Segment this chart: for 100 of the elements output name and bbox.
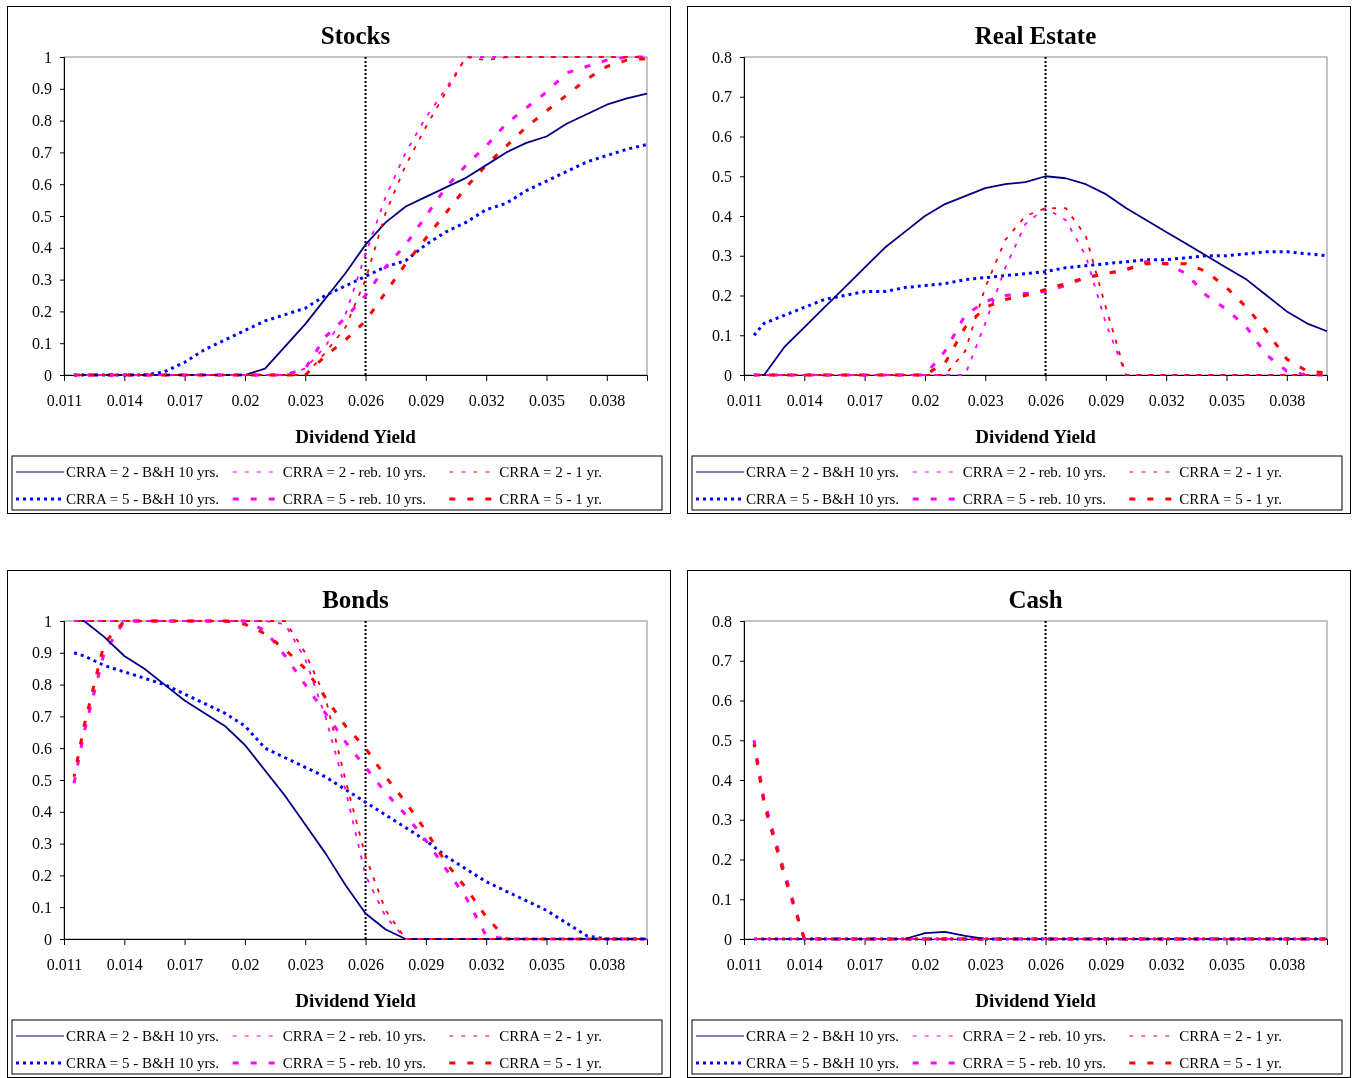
y-tick-label: 0.1 bbox=[32, 334, 52, 352]
x-tick-label: 0.032 bbox=[1148, 392, 1185, 410]
legend-label: CRRA = 2 - B&H 10 yrs. bbox=[746, 1028, 900, 1044]
chart-title: Bonds bbox=[322, 586, 390, 613]
y-tick-label: 1 bbox=[44, 48, 52, 66]
chart-title: Stocks bbox=[320, 22, 391, 49]
y-tick-label: 0.3 bbox=[712, 247, 732, 265]
y-tick-label: 0.8 bbox=[32, 112, 52, 130]
y-tick-label: 0.4 bbox=[32, 803, 52, 821]
legend-label: CRRA = 5 - B&H 10 yrs. bbox=[746, 491, 900, 507]
x-tick-label: 0.02 bbox=[231, 956, 260, 974]
y-tick-label: 0 bbox=[724, 930, 732, 948]
x-axis-title: Dividend Yield bbox=[975, 426, 1097, 447]
legend-label: CRRA = 5 - 1 yr. bbox=[1179, 491, 1282, 507]
y-tick-label: 0.7 bbox=[712, 88, 732, 106]
chart-title: Real Estate bbox=[974, 22, 1097, 49]
x-tick-label: 0.011 bbox=[46, 956, 83, 974]
legend-label: CRRA = 5 - reb. 10 yrs. bbox=[962, 1055, 1107, 1071]
x-tick-label: 0.038 bbox=[589, 392, 626, 410]
y-tick-label: 0.5 bbox=[712, 731, 732, 749]
legend-label: CRRA = 5 - reb. 10 yrs. bbox=[282, 491, 427, 507]
y-tick-label: 0.3 bbox=[32, 271, 52, 289]
y-tick-label: 0.7 bbox=[32, 144, 52, 162]
x-tick-label: 0.026 bbox=[348, 392, 385, 410]
legend-label: CRRA = 2 - 1 yr. bbox=[499, 1028, 602, 1044]
x-tick-label: 0.029 bbox=[408, 956, 445, 974]
x-tick-label: 0.026 bbox=[348, 956, 385, 974]
x-tick-label: 0.035 bbox=[528, 956, 565, 974]
legend-label: CRRA = 5 - reb. 10 yrs. bbox=[962, 491, 1107, 507]
x-tick-label: 0.011 bbox=[726, 392, 763, 410]
x-tick-label: 0.038 bbox=[1269, 392, 1306, 410]
x-tick-label: 0.014 bbox=[786, 392, 823, 410]
x-tick-label: 0.038 bbox=[589, 956, 626, 974]
legend-label: CRRA = 2 - B&H 10 yrs. bbox=[66, 464, 220, 480]
y-tick-label: 0.6 bbox=[712, 128, 732, 146]
x-tick-label: 0.035 bbox=[1208, 392, 1245, 410]
y-tick-label: 0.3 bbox=[32, 835, 52, 853]
chart-title: Cash bbox=[1008, 586, 1063, 613]
legend-label: CRRA = 2 - reb. 10 yrs. bbox=[962, 464, 1107, 480]
y-tick-label: 0.6 bbox=[32, 175, 52, 193]
y-tick-label: 0.9 bbox=[32, 644, 52, 662]
x-axis-title: Dividend Yield bbox=[295, 426, 417, 447]
legend-label: CRRA = 2 - reb. 10 yrs. bbox=[282, 464, 427, 480]
y-tick-label: 0.5 bbox=[32, 771, 52, 789]
x-tick-label: 0.029 bbox=[1088, 956, 1125, 974]
y-tick-label: 0.1 bbox=[712, 890, 732, 908]
legend-label: CRRA = 5 - B&H 10 yrs. bbox=[746, 1055, 900, 1071]
y-tick-label: 0.9 bbox=[32, 80, 52, 98]
x-tick-label: 0.011 bbox=[726, 956, 763, 974]
x-tick-label: 0.02 bbox=[911, 956, 940, 974]
y-tick-label: 0.3 bbox=[712, 811, 732, 829]
x-tick-label: 0.029 bbox=[1088, 392, 1125, 410]
y-tick-label: 1 bbox=[44, 612, 52, 630]
legend-label: CRRA = 2 - reb. 10 yrs. bbox=[962, 1028, 1107, 1044]
y-tick-label: 0.8 bbox=[712, 48, 732, 66]
y-tick-label: 0.1 bbox=[712, 326, 732, 344]
y-tick-label: 0.2 bbox=[32, 303, 52, 321]
x-tick-label: 0.023 bbox=[287, 392, 324, 410]
legend-label: CRRA = 5 - B&H 10 yrs. bbox=[66, 491, 220, 507]
x-axis-title: Dividend Yield bbox=[295, 990, 417, 1011]
x-tick-label: 0.023 bbox=[967, 392, 1004, 410]
x-tick-label: 0.023 bbox=[287, 956, 324, 974]
x-tick-label: 0.014 bbox=[106, 956, 143, 974]
y-tick-label: 0.5 bbox=[32, 207, 52, 225]
x-tick-label: 0.014 bbox=[786, 956, 823, 974]
x-tick-label: 0.017 bbox=[847, 392, 884, 410]
legend-label: CRRA = 5 - B&H 10 yrs. bbox=[66, 1055, 220, 1071]
y-tick-label: 0.7 bbox=[712, 652, 732, 670]
legend-label: CRRA = 5 - reb. 10 yrs. bbox=[282, 1055, 427, 1071]
x-tick-label: 0.014 bbox=[106, 392, 143, 410]
y-tick-label: 0.4 bbox=[712, 207, 732, 225]
y-tick-label: 0.6 bbox=[32, 739, 52, 757]
y-tick-label: 0.4 bbox=[32, 239, 52, 257]
x-tick-label: 0.017 bbox=[847, 956, 884, 974]
legend-label: CRRA = 2 - 1 yr. bbox=[1179, 464, 1282, 480]
y-tick-label: 0.4 bbox=[712, 771, 732, 789]
y-tick-label: 0.8 bbox=[712, 612, 732, 630]
legend-label: CRRA = 2 - 1 yr. bbox=[1179, 1028, 1282, 1044]
y-tick-label: 0.7 bbox=[32, 708, 52, 726]
y-tick-label: 0.8 bbox=[32, 676, 52, 694]
x-tick-label: 0.017 bbox=[167, 956, 204, 974]
x-tick-label: 0.02 bbox=[231, 392, 260, 410]
y-tick-label: 0.5 bbox=[712, 167, 732, 185]
x-tick-label: 0.032 bbox=[468, 392, 505, 410]
legend-label: CRRA = 5 - 1 yr. bbox=[499, 491, 602, 507]
legend-label: CRRA = 2 - B&H 10 yrs. bbox=[746, 464, 900, 480]
legend-label: CRRA = 2 - B&H 10 yrs. bbox=[66, 1028, 220, 1044]
legend-label: CRRA = 5 - 1 yr. bbox=[499, 1055, 602, 1071]
y-tick-label: 0.2 bbox=[32, 867, 52, 885]
y-tick-label: 0.6 bbox=[712, 692, 732, 710]
x-tick-label: 0.032 bbox=[468, 956, 505, 974]
x-tick-label: 0.038 bbox=[1269, 956, 1306, 974]
x-tick-label: 0.032 bbox=[1148, 956, 1185, 974]
y-tick-label: 0.2 bbox=[712, 287, 732, 305]
y-tick-label: 0.1 bbox=[32, 898, 52, 916]
x-tick-label: 0.026 bbox=[1028, 956, 1065, 974]
x-tick-label: 0.026 bbox=[1028, 392, 1065, 410]
y-tick-label: 0.2 bbox=[712, 851, 732, 869]
x-tick-label: 0.029 bbox=[408, 392, 445, 410]
y-tick-label: 0 bbox=[724, 366, 732, 384]
